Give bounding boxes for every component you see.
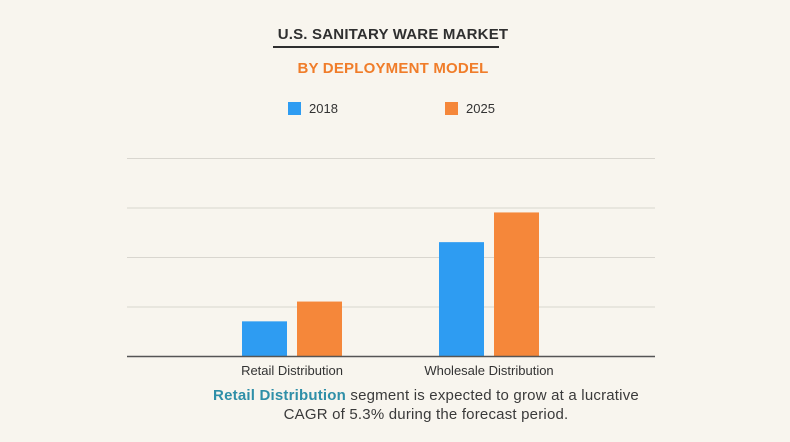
- legend-item-2025: 2025: [445, 101, 495, 116]
- footnote-line-1-rest: segment is expected to grow at a lucrati…: [346, 387, 639, 404]
- footnote: Retail Distribution segment is expected …: [0, 386, 790, 424]
- x-tick-label: Wholesale Distribution: [424, 363, 553, 378]
- bar-2018-retail-distribution: [242, 321, 287, 356]
- bar-2025-wholesale-distribution: [494, 212, 539, 356]
- legend-swatch-2025: [445, 102, 458, 115]
- footnote-line-1: Retail Distribution segment is expected …: [0, 386, 790, 405]
- legend-item-2018: 2018: [288, 101, 338, 116]
- title-underline: [273, 46, 499, 48]
- legend-label-2018: 2018: [309, 101, 338, 116]
- bar-2018-wholesale-distribution: [439, 242, 484, 356]
- chart-subtitle: BY DEPLOYMENT MODEL: [297, 60, 489, 77]
- bar-2025-retail-distribution: [297, 301, 342, 356]
- legend: 2018 2025: [0, 101, 790, 121]
- footnote-highlight: Retail Distribution: [213, 387, 347, 404]
- legend-swatch-2018: [288, 102, 301, 115]
- chart-title: U.S. SANITARY WARE MARKET: [277, 26, 509, 43]
- footnote-line-2: CAGR of 5.3% during the forecast period.: [283, 406, 569, 423]
- x-tick-label: Retail Distribution: [241, 363, 343, 378]
- legend-label-2025: 2025: [466, 101, 495, 116]
